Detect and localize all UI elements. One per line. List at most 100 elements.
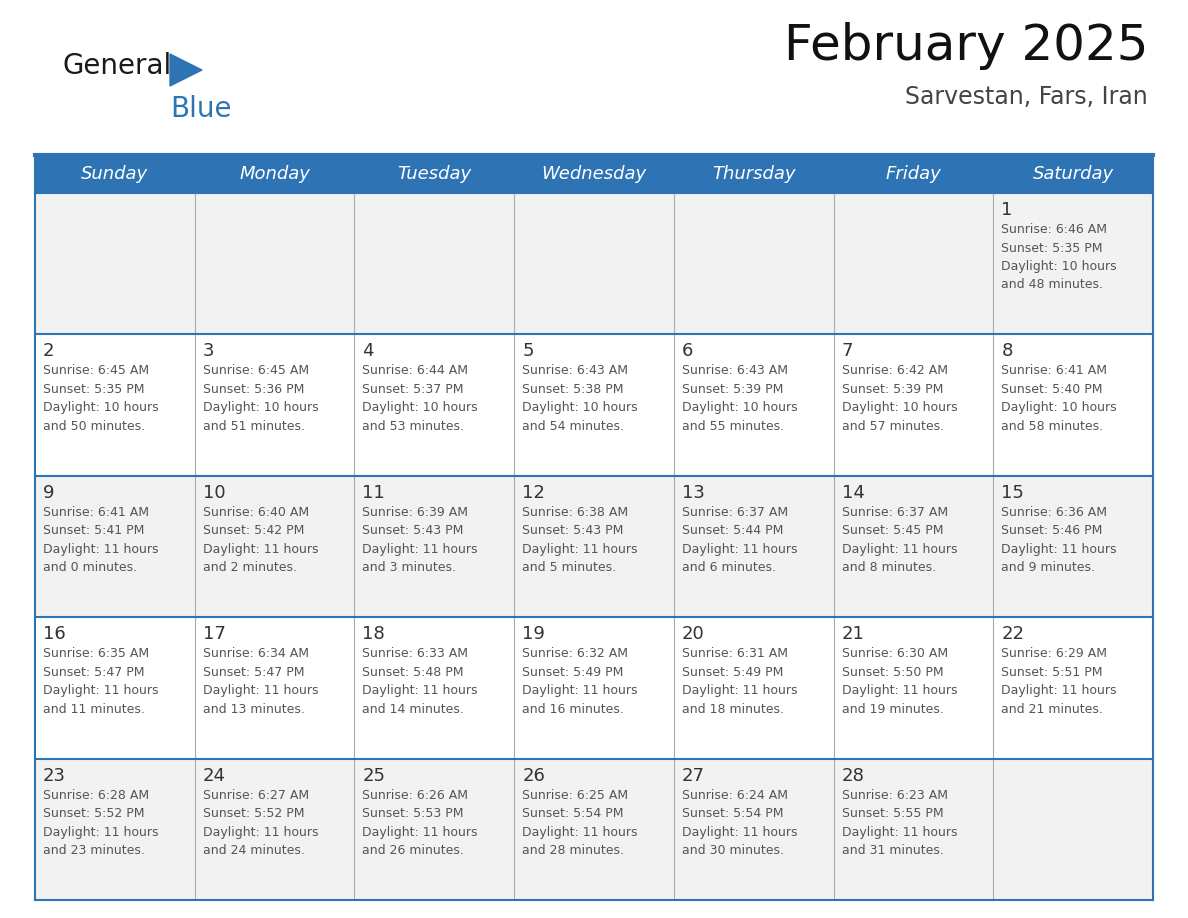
Text: Daylight: 11 hours: Daylight: 11 hours <box>43 825 158 839</box>
Text: Sunset: 5:54 PM: Sunset: 5:54 PM <box>682 807 783 820</box>
Text: Sunrise: 6:39 AM: Sunrise: 6:39 AM <box>362 506 468 519</box>
Text: 25: 25 <box>362 767 385 785</box>
Text: 7: 7 <box>841 342 853 361</box>
Bar <box>34 617 1154 758</box>
Text: 21: 21 <box>841 625 865 644</box>
Bar <box>195 155 354 193</box>
Text: Daylight: 10 hours: Daylight: 10 hours <box>362 401 478 414</box>
Bar <box>34 334 1154 476</box>
Text: Sunset: 5:35 PM: Sunset: 5:35 PM <box>43 383 145 396</box>
Text: Daylight: 11 hours: Daylight: 11 hours <box>682 684 797 697</box>
Text: Sunrise: 6:42 AM: Sunrise: 6:42 AM <box>841 364 948 377</box>
Text: Daylight: 10 hours: Daylight: 10 hours <box>1001 260 1117 273</box>
Text: and 6 minutes.: and 6 minutes. <box>682 561 776 575</box>
Text: Sunrise: 6:29 AM: Sunrise: 6:29 AM <box>1001 647 1107 660</box>
Text: 9: 9 <box>43 484 55 502</box>
Text: Daylight: 11 hours: Daylight: 11 hours <box>43 684 158 697</box>
Text: Sunset: 5:42 PM: Sunset: 5:42 PM <box>203 524 304 537</box>
Bar <box>354 155 514 193</box>
Text: Daylight: 11 hours: Daylight: 11 hours <box>362 543 478 555</box>
Text: and 53 minutes.: and 53 minutes. <box>362 420 465 433</box>
Text: 2: 2 <box>43 342 55 361</box>
Text: Daylight: 10 hours: Daylight: 10 hours <box>43 401 159 414</box>
Text: Sunset: 5:49 PM: Sunset: 5:49 PM <box>682 666 783 678</box>
Text: Sunday: Sunday <box>81 165 148 183</box>
Text: Daylight: 11 hours: Daylight: 11 hours <box>362 825 478 839</box>
Text: Sunrise: 6:27 AM: Sunrise: 6:27 AM <box>203 789 309 801</box>
Text: Daylight: 10 hours: Daylight: 10 hours <box>841 401 958 414</box>
Text: Sunset: 5:46 PM: Sunset: 5:46 PM <box>1001 524 1102 537</box>
Text: Sunrise: 6:37 AM: Sunrise: 6:37 AM <box>682 506 788 519</box>
Text: Friday: Friday <box>885 165 941 183</box>
Text: and 23 minutes.: and 23 minutes. <box>43 844 145 857</box>
Text: 6: 6 <box>682 342 694 361</box>
Text: Daylight: 11 hours: Daylight: 11 hours <box>203 684 318 697</box>
Text: Sunrise: 6:41 AM: Sunrise: 6:41 AM <box>43 506 148 519</box>
Text: and 30 minutes.: and 30 minutes. <box>682 844 784 857</box>
Text: Sunrise: 6:41 AM: Sunrise: 6:41 AM <box>1001 364 1107 377</box>
Text: Sunset: 5:52 PM: Sunset: 5:52 PM <box>43 807 145 820</box>
Text: Sunrise: 6:38 AM: Sunrise: 6:38 AM <box>523 506 628 519</box>
Text: Sunrise: 6:33 AM: Sunrise: 6:33 AM <box>362 647 468 660</box>
Text: Daylight: 10 hours: Daylight: 10 hours <box>203 401 318 414</box>
Text: Sunset: 5:39 PM: Sunset: 5:39 PM <box>682 383 783 396</box>
Bar <box>34 476 1154 617</box>
Text: and 13 minutes.: and 13 minutes. <box>203 702 304 716</box>
Text: Sunrise: 6:45 AM: Sunrise: 6:45 AM <box>43 364 150 377</box>
Text: Sunrise: 6:43 AM: Sunrise: 6:43 AM <box>682 364 788 377</box>
Text: Daylight: 10 hours: Daylight: 10 hours <box>682 401 797 414</box>
Polygon shape <box>170 54 202 86</box>
Text: Daylight: 11 hours: Daylight: 11 hours <box>1001 543 1117 555</box>
Text: and 54 minutes.: and 54 minutes. <box>523 420 624 433</box>
Text: and 48 minutes.: and 48 minutes. <box>1001 278 1104 292</box>
Text: Sunset: 5:36 PM: Sunset: 5:36 PM <box>203 383 304 396</box>
Text: Sunrise: 6:26 AM: Sunrise: 6:26 AM <box>362 789 468 801</box>
Text: Daylight: 11 hours: Daylight: 11 hours <box>203 825 318 839</box>
Text: Sunrise: 6:36 AM: Sunrise: 6:36 AM <box>1001 506 1107 519</box>
Text: Daylight: 11 hours: Daylight: 11 hours <box>362 684 478 697</box>
Text: and 16 minutes.: and 16 minutes. <box>523 702 624 716</box>
Text: 5: 5 <box>523 342 533 361</box>
Text: and 31 minutes.: and 31 minutes. <box>841 844 943 857</box>
Text: and 3 minutes.: and 3 minutes. <box>362 561 456 575</box>
Text: 26: 26 <box>523 767 545 785</box>
Text: Sunset: 5:53 PM: Sunset: 5:53 PM <box>362 807 465 820</box>
Text: Sunset: 5:41 PM: Sunset: 5:41 PM <box>43 524 145 537</box>
Text: Sunrise: 6:37 AM: Sunrise: 6:37 AM <box>841 506 948 519</box>
Text: Sunset: 5:49 PM: Sunset: 5:49 PM <box>523 666 624 678</box>
Text: 20: 20 <box>682 625 704 644</box>
Text: Sunrise: 6:31 AM: Sunrise: 6:31 AM <box>682 647 788 660</box>
Text: 11: 11 <box>362 484 385 502</box>
Text: and 5 minutes.: and 5 minutes. <box>523 561 617 575</box>
Text: February 2025: February 2025 <box>784 22 1148 70</box>
Text: Wednesday: Wednesday <box>542 165 646 183</box>
Text: and 2 minutes.: and 2 minutes. <box>203 561 297 575</box>
Text: Monday: Monday <box>239 165 310 183</box>
Text: General: General <box>62 52 171 80</box>
Bar <box>34 193 1154 334</box>
Text: and 19 minutes.: and 19 minutes. <box>841 702 943 716</box>
Text: and 14 minutes.: and 14 minutes. <box>362 702 465 716</box>
Text: Sunrise: 6:32 AM: Sunrise: 6:32 AM <box>523 647 628 660</box>
Text: 24: 24 <box>203 767 226 785</box>
Text: Thursday: Thursday <box>712 165 796 183</box>
Text: Sunrise: 6:34 AM: Sunrise: 6:34 AM <box>203 647 309 660</box>
Text: Sunset: 5:51 PM: Sunset: 5:51 PM <box>1001 666 1102 678</box>
Text: Daylight: 11 hours: Daylight: 11 hours <box>523 543 638 555</box>
Text: 23: 23 <box>43 767 67 785</box>
Text: Sunrise: 6:43 AM: Sunrise: 6:43 AM <box>523 364 628 377</box>
Text: 8: 8 <box>1001 342 1012 361</box>
Text: and 28 minutes.: and 28 minutes. <box>523 844 624 857</box>
Text: Sunrise: 6:23 AM: Sunrise: 6:23 AM <box>841 789 948 801</box>
Text: 14: 14 <box>841 484 865 502</box>
Text: Sunset: 5:54 PM: Sunset: 5:54 PM <box>523 807 624 820</box>
Text: Sunset: 5:35 PM: Sunset: 5:35 PM <box>1001 241 1102 254</box>
Text: Sunrise: 6:44 AM: Sunrise: 6:44 AM <box>362 364 468 377</box>
Text: Sunrise: 6:28 AM: Sunrise: 6:28 AM <box>43 789 150 801</box>
Text: 27: 27 <box>682 767 704 785</box>
Text: and 50 minutes.: and 50 minutes. <box>43 420 145 433</box>
Text: Sunset: 5:47 PM: Sunset: 5:47 PM <box>203 666 304 678</box>
Text: Sunset: 5:45 PM: Sunset: 5:45 PM <box>841 524 943 537</box>
Text: 15: 15 <box>1001 484 1024 502</box>
Text: Daylight: 11 hours: Daylight: 11 hours <box>682 543 797 555</box>
